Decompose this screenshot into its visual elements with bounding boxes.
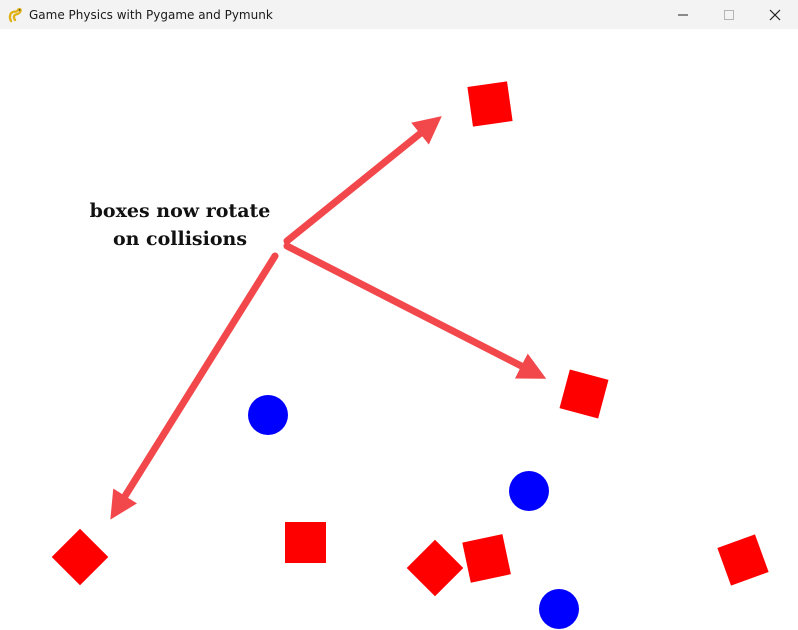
title-bar[interactable]: Game Physics with Pygame and Pymunk <box>0 0 798 29</box>
box <box>462 534 511 583</box>
arrow-to-bottom-left-box <box>110 252 279 520</box>
arrow-to-right-box <box>283 242 547 379</box>
box <box>467 81 513 127</box>
maximize-button[interactable] <box>706 0 752 29</box>
window-controls <box>660 0 798 29</box>
close-icon <box>769 9 781 20</box>
boxes <box>51 81 769 597</box>
ball <box>248 395 288 435</box>
close-button[interactable] <box>752 0 798 29</box>
balls <box>248 395 579 629</box>
window-title: Game Physics with Pygame and Pymunk <box>29 7 273 22</box>
scene <box>51 81 769 629</box>
annotation-arrows <box>110 116 547 520</box>
arrow-to-top-box <box>283 116 442 245</box>
box <box>406 539 464 597</box>
box <box>51 528 109 586</box>
ball <box>539 589 579 629</box>
pygame-snake-icon <box>7 7 23 23</box>
minimize-button[interactable] <box>660 0 706 29</box>
box <box>717 534 769 586</box>
game-canvas[interactable]: boxes now rotate on collisions <box>0 29 798 630</box>
annotation-text: boxes now rotate on collisions <box>80 197 280 253</box>
annotation-line-2: on collisions <box>112 228 248 250</box>
ball <box>509 471 549 511</box>
box <box>285 522 326 563</box>
maximize-icon <box>724 9 734 20</box>
minimize-icon <box>678 14 688 15</box>
box <box>559 369 609 419</box>
annotation-line-1: boxes now rotate <box>89 200 271 222</box>
